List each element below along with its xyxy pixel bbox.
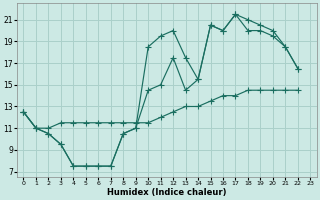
X-axis label: Humidex (Indice chaleur): Humidex (Indice chaleur) (107, 188, 227, 197)
